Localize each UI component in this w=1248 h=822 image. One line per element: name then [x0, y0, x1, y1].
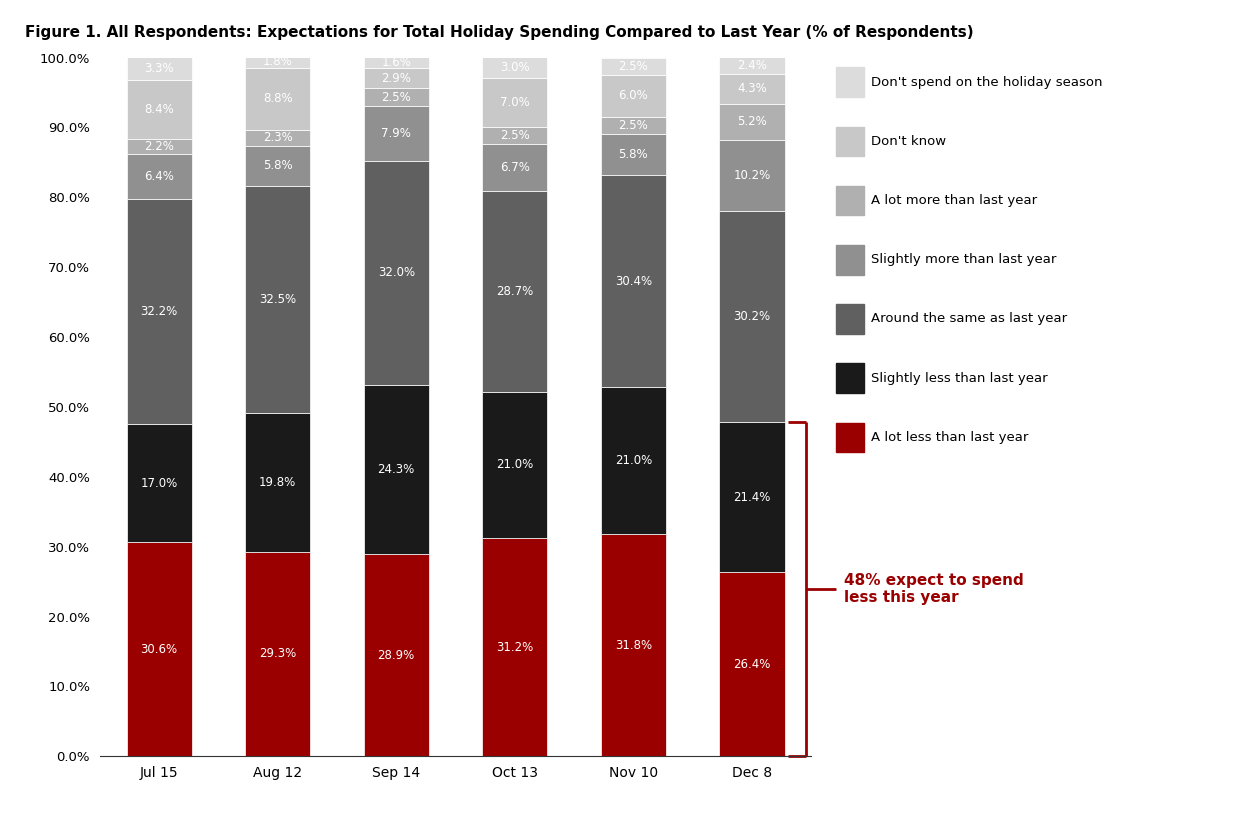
Text: A lot more than last year: A lot more than last year: [871, 194, 1037, 207]
Bar: [126, 423, 192, 543]
Text: 8.8%: 8.8%: [263, 92, 292, 105]
Bar: [363, 161, 429, 385]
Bar: [600, 135, 666, 175]
Text: 28.7%: 28.7%: [497, 284, 533, 298]
Bar: [245, 130, 311, 145]
Text: 21.4%: 21.4%: [734, 491, 770, 504]
Text: A lot less than last year: A lot less than last year: [871, 431, 1028, 444]
Bar: [482, 78, 548, 127]
Text: 48% expect to spend
less this year: 48% expect to spend less this year: [844, 573, 1023, 606]
Text: 30.6%: 30.6%: [141, 643, 177, 656]
Text: 17.0%: 17.0%: [141, 477, 177, 490]
Bar: [600, 534, 666, 756]
Text: 1.6%: 1.6%: [382, 56, 411, 69]
Text: 31.8%: 31.8%: [615, 639, 651, 652]
Text: 3.3%: 3.3%: [145, 62, 173, 75]
Bar: [245, 145, 311, 186]
Text: Don't know: Don't know: [871, 135, 946, 148]
Bar: [245, 186, 311, 413]
Bar: [482, 538, 548, 756]
Text: 30.4%: 30.4%: [615, 275, 651, 288]
Text: 2.4%: 2.4%: [738, 58, 766, 72]
Text: 2.5%: 2.5%: [500, 129, 529, 142]
Text: 32.5%: 32.5%: [260, 293, 296, 306]
Text: 7.9%: 7.9%: [382, 127, 411, 140]
Bar: [245, 552, 311, 756]
Text: 32.0%: 32.0%: [378, 266, 414, 279]
Text: 30.2%: 30.2%: [734, 310, 770, 323]
Bar: [363, 57, 429, 68]
Bar: [482, 144, 548, 191]
Bar: [363, 554, 429, 756]
Text: 6.4%: 6.4%: [145, 170, 173, 182]
Text: Slightly less than last year: Slightly less than last year: [871, 372, 1048, 385]
Text: 21.0%: 21.0%: [615, 455, 651, 467]
Text: 2.5%: 2.5%: [619, 119, 648, 132]
Text: 19.8%: 19.8%: [260, 476, 296, 489]
Bar: [719, 211, 785, 423]
Text: 2.3%: 2.3%: [263, 131, 292, 144]
Bar: [600, 75, 666, 117]
Text: 21.0%: 21.0%: [497, 459, 533, 471]
Text: 5.8%: 5.8%: [263, 159, 292, 173]
Bar: [126, 543, 192, 756]
Bar: [482, 57, 548, 78]
Text: 2.5%: 2.5%: [382, 90, 411, 104]
Bar: [126, 154, 192, 199]
Text: 29.3%: 29.3%: [260, 648, 296, 660]
Bar: [719, 140, 785, 211]
Bar: [126, 199, 192, 423]
Bar: [719, 57, 785, 74]
Text: 3.0%: 3.0%: [500, 61, 529, 74]
Text: 2.5%: 2.5%: [619, 60, 648, 73]
Text: 5.2%: 5.2%: [738, 115, 766, 128]
Bar: [719, 104, 785, 140]
Text: 24.3%: 24.3%: [378, 463, 414, 476]
Text: Around the same as last year: Around the same as last year: [871, 312, 1067, 326]
Text: 28.9%: 28.9%: [378, 649, 414, 662]
Text: 10.2%: 10.2%: [734, 169, 770, 182]
Bar: [245, 413, 311, 552]
Text: 2.9%: 2.9%: [382, 72, 411, 85]
Bar: [363, 106, 429, 161]
Text: 7.0%: 7.0%: [500, 95, 529, 109]
Text: 6.7%: 6.7%: [500, 161, 529, 174]
Bar: [482, 191, 548, 391]
Bar: [600, 175, 666, 387]
Bar: [600, 58, 666, 75]
Bar: [600, 117, 666, 135]
Bar: [600, 387, 666, 534]
Text: Figure 1. All Respondents: Expectations for Total Holiday Spending Compared to L: Figure 1. All Respondents: Expectations …: [25, 25, 973, 39]
Bar: [245, 68, 311, 130]
Bar: [719, 74, 785, 104]
Bar: [363, 88, 429, 106]
Bar: [245, 55, 311, 68]
Bar: [719, 423, 785, 572]
Text: 32.2%: 32.2%: [141, 305, 177, 317]
Text: Don't spend on the holiday season: Don't spend on the holiday season: [871, 76, 1102, 89]
Text: 4.3%: 4.3%: [738, 82, 766, 95]
Bar: [126, 57, 192, 80]
Text: 8.4%: 8.4%: [145, 103, 173, 116]
Text: 5.8%: 5.8%: [619, 148, 648, 161]
Bar: [126, 139, 192, 154]
Bar: [482, 127, 548, 144]
Text: Slightly more than last year: Slightly more than last year: [871, 253, 1057, 266]
Bar: [363, 68, 429, 88]
Text: 26.4%: 26.4%: [734, 658, 770, 671]
Text: 2.2%: 2.2%: [145, 140, 173, 153]
Bar: [482, 391, 548, 538]
Bar: [363, 385, 429, 554]
Text: 1.8%: 1.8%: [263, 55, 292, 68]
Bar: [719, 572, 785, 756]
Text: 6.0%: 6.0%: [619, 90, 648, 103]
Bar: [126, 80, 192, 139]
Text: 31.2%: 31.2%: [497, 640, 533, 653]
